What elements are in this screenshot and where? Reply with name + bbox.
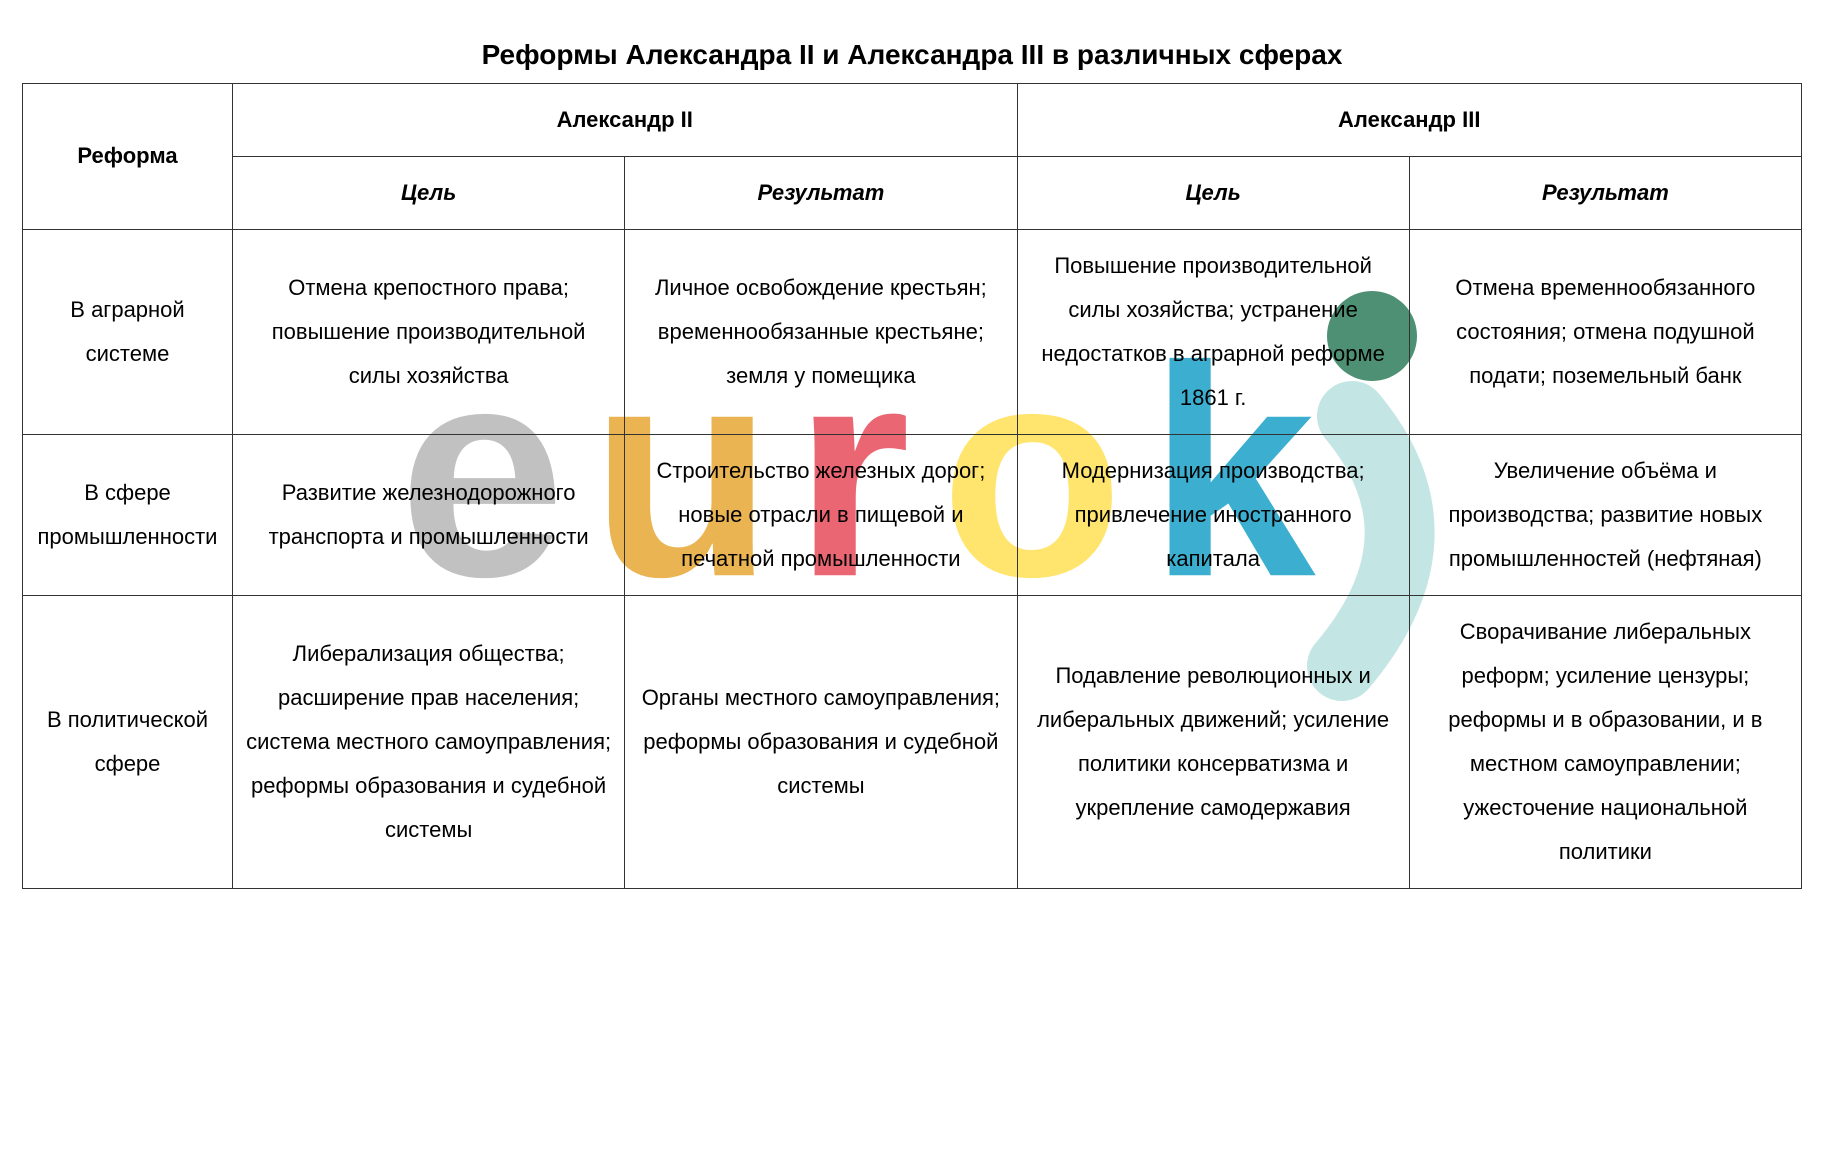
table-row: В сфере промышленности Развитие железнод…: [23, 434, 1802, 595]
header-tsar1: Александр II: [233, 83, 1018, 156]
reform-label: В сфере промышленности: [23, 434, 233, 595]
a2-goal: Отмена крепостного права; повышение прои…: [233, 229, 625, 434]
a2-goal: Развитие железнодорожного транспорта и п…: [233, 434, 625, 595]
reform-label: В политической сфере: [23, 595, 233, 888]
header-a3-result: Результат: [1409, 156, 1801, 229]
header-reform: Реформа: [23, 83, 233, 229]
a2-result: Строительство железных дорог; новые отра…: [625, 434, 1017, 595]
a2-result: Органы местного самоуправления; реформы …: [625, 595, 1017, 888]
reforms-table: Реформа Александр II Александр III Цель …: [22, 83, 1802, 889]
header-a2-result: Результат: [625, 156, 1017, 229]
header-tsar2: Александр III: [1017, 83, 1802, 156]
a3-goal: Модернизация производства; привлечение и…: [1017, 434, 1409, 595]
table-row: В политической сфере Либерализация общес…: [23, 595, 1802, 888]
a3-result: Увеличение объёма и производства; развит…: [1409, 434, 1801, 595]
a3-result: Отмена временнообязанного состояния; отм…: [1409, 229, 1801, 434]
a3-goal: Подавление революционных и либеральных д…: [1017, 595, 1409, 888]
a2-result: Личное освобождение крестьян; временнооб…: [625, 229, 1017, 434]
page-title: Реформы Александра II и Александра III в…: [20, 39, 1804, 71]
reform-label: В аграрной системе: [23, 229, 233, 434]
a2-goal: Либерализация общества; расширение прав …: [233, 595, 625, 888]
header-a3-goal: Цель: [1017, 156, 1409, 229]
header-a2-goal: Цель: [233, 156, 625, 229]
table-row: В аграрной системе Отмена крепостного пр…: [23, 229, 1802, 434]
a3-goal: Повышение производительной силы хозяйств…: [1017, 229, 1409, 434]
a3-result: Сворачивание либеральных реформ; усилени…: [1409, 595, 1801, 888]
